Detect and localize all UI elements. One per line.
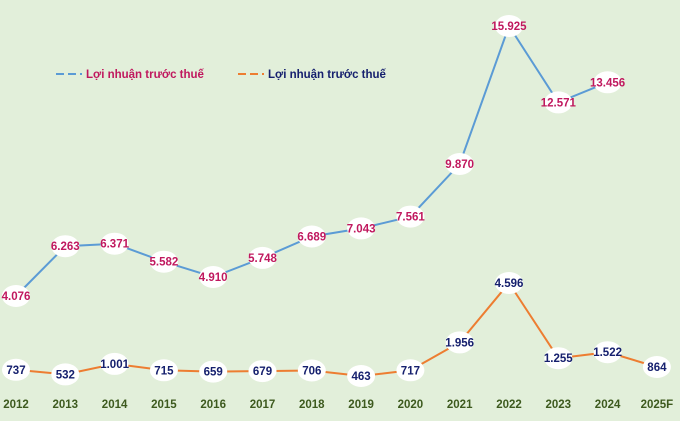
series-2-data-label: 1.001 (100, 359, 129, 371)
series-1-data-label: 4.910 (199, 272, 228, 284)
series-1-data-label: 13.456 (590, 77, 625, 89)
series-1-point (199, 266, 228, 288)
x-tick-label: 2023 (546, 399, 572, 411)
series-1-data-label: 5.582 (150, 257, 179, 269)
x-tick-label: 2025F (641, 399, 674, 411)
x-tick-label: 2020 (398, 399, 424, 411)
series-2-point (544, 347, 573, 370)
series-1-data-label: 4.076 (2, 291, 31, 303)
series-1-point (51, 235, 80, 258)
series-2-point (347, 365, 376, 387)
series-2-point (445, 331, 474, 354)
series-1-data-label: 12.571 (541, 97, 577, 109)
series-2-point (248, 360, 277, 383)
series-1-data-label: 5.748 (248, 253, 277, 265)
series-2-data-label: 463 (352, 371, 371, 383)
x-tick-label: 2016 (200, 399, 226, 411)
series-1-data-label: 7.561 (396, 212, 425, 224)
series-1-data-label: 6.689 (297, 232, 326, 244)
legend-item-series-2: Lợi nhuận trước thuế (238, 69, 387, 81)
series-1-point (2, 285, 30, 307)
series-2-point (2, 358, 30, 381)
series-1-point (544, 91, 573, 114)
series-1-data-label: 15.925 (491, 21, 527, 33)
series-2-point (297, 359, 326, 382)
series-2-data-label: 706 (302, 366, 321, 378)
x-tick-label: 2015 (151, 399, 177, 411)
series-1-point (297, 225, 326, 248)
series-1-data-label: 7.043 (347, 223, 376, 235)
x-tick-label: 2024 (595, 399, 621, 411)
series-2-data-label: 737 (6, 365, 25, 377)
series-2-point (593, 341, 622, 364)
series-1-point (593, 71, 622, 94)
series-1-point (100, 232, 129, 255)
x-tick-label: 2014 (102, 399, 128, 411)
series-2-data-label: 4.596 (495, 278, 524, 290)
series-1-point (149, 250, 178, 273)
series-2-data-label: 1.255 (544, 353, 573, 365)
series-1-point (445, 153, 474, 175)
series-1-data-label: 6.263 (51, 241, 80, 253)
series-markers (2, 15, 671, 387)
series-1-line (15, 23, 608, 297)
series-2-data-label: 1.522 (593, 347, 622, 359)
series-2-data-label: 864 (647, 362, 667, 374)
series-1-point (495, 15, 523, 37)
legend-label-series-2: Lợi nhuận trước thuế (268, 69, 387, 81)
legend-item-series-1: Lợi nhuận trước thuế (56, 69, 205, 81)
series-2-data-label: 679 (253, 366, 272, 378)
series-2-data-label: 532 (56, 369, 75, 381)
series-2-point (495, 272, 523, 294)
series-2-point (199, 360, 228, 383)
series-2-data-label: 715 (154, 365, 174, 377)
series-1-data-label: 6.371 (100, 239, 129, 251)
series-2-point (642, 356, 671, 378)
legend-label-series-1: Lợi nhuận trước thuế (86, 69, 205, 81)
series-2-data-label: 1.956 (445, 337, 474, 349)
series-1-point (396, 205, 425, 228)
x-tick-label: 2013 (53, 399, 79, 411)
series-2-point (149, 359, 178, 382)
series-1-point (347, 217, 376, 240)
x-tick-label: 2021 (447, 399, 473, 411)
series-2-point (51, 363, 80, 386)
x-tick-label: 2018 (299, 399, 325, 411)
series-2-data-label: 659 (204, 367, 223, 379)
x-tick-label: 2022 (496, 399, 522, 411)
series-1-point (248, 246, 277, 269)
x-tick-label: 2017 (250, 399, 276, 411)
legend: Lợi nhuận trước thuế Lợi nhuận trước thu… (56, 69, 387, 81)
x-tick-label: 2012 (3, 399, 29, 411)
series-2-data-label: 717 (401, 365, 420, 377)
series-2-point (100, 352, 129, 375)
x-tick-label: 2019 (348, 399, 374, 411)
x-axis: 2012 2013 2014 2015 2016 2017 2018 2019 2020 2021… (3, 399, 673, 411)
series-1-data-label: 9.870 (445, 159, 474, 171)
series-2-point (396, 359, 425, 382)
data-labels: 4.076 6.263 6.371 5.582 4.910 5.748 6.689 7.043… (2, 21, 667, 383)
